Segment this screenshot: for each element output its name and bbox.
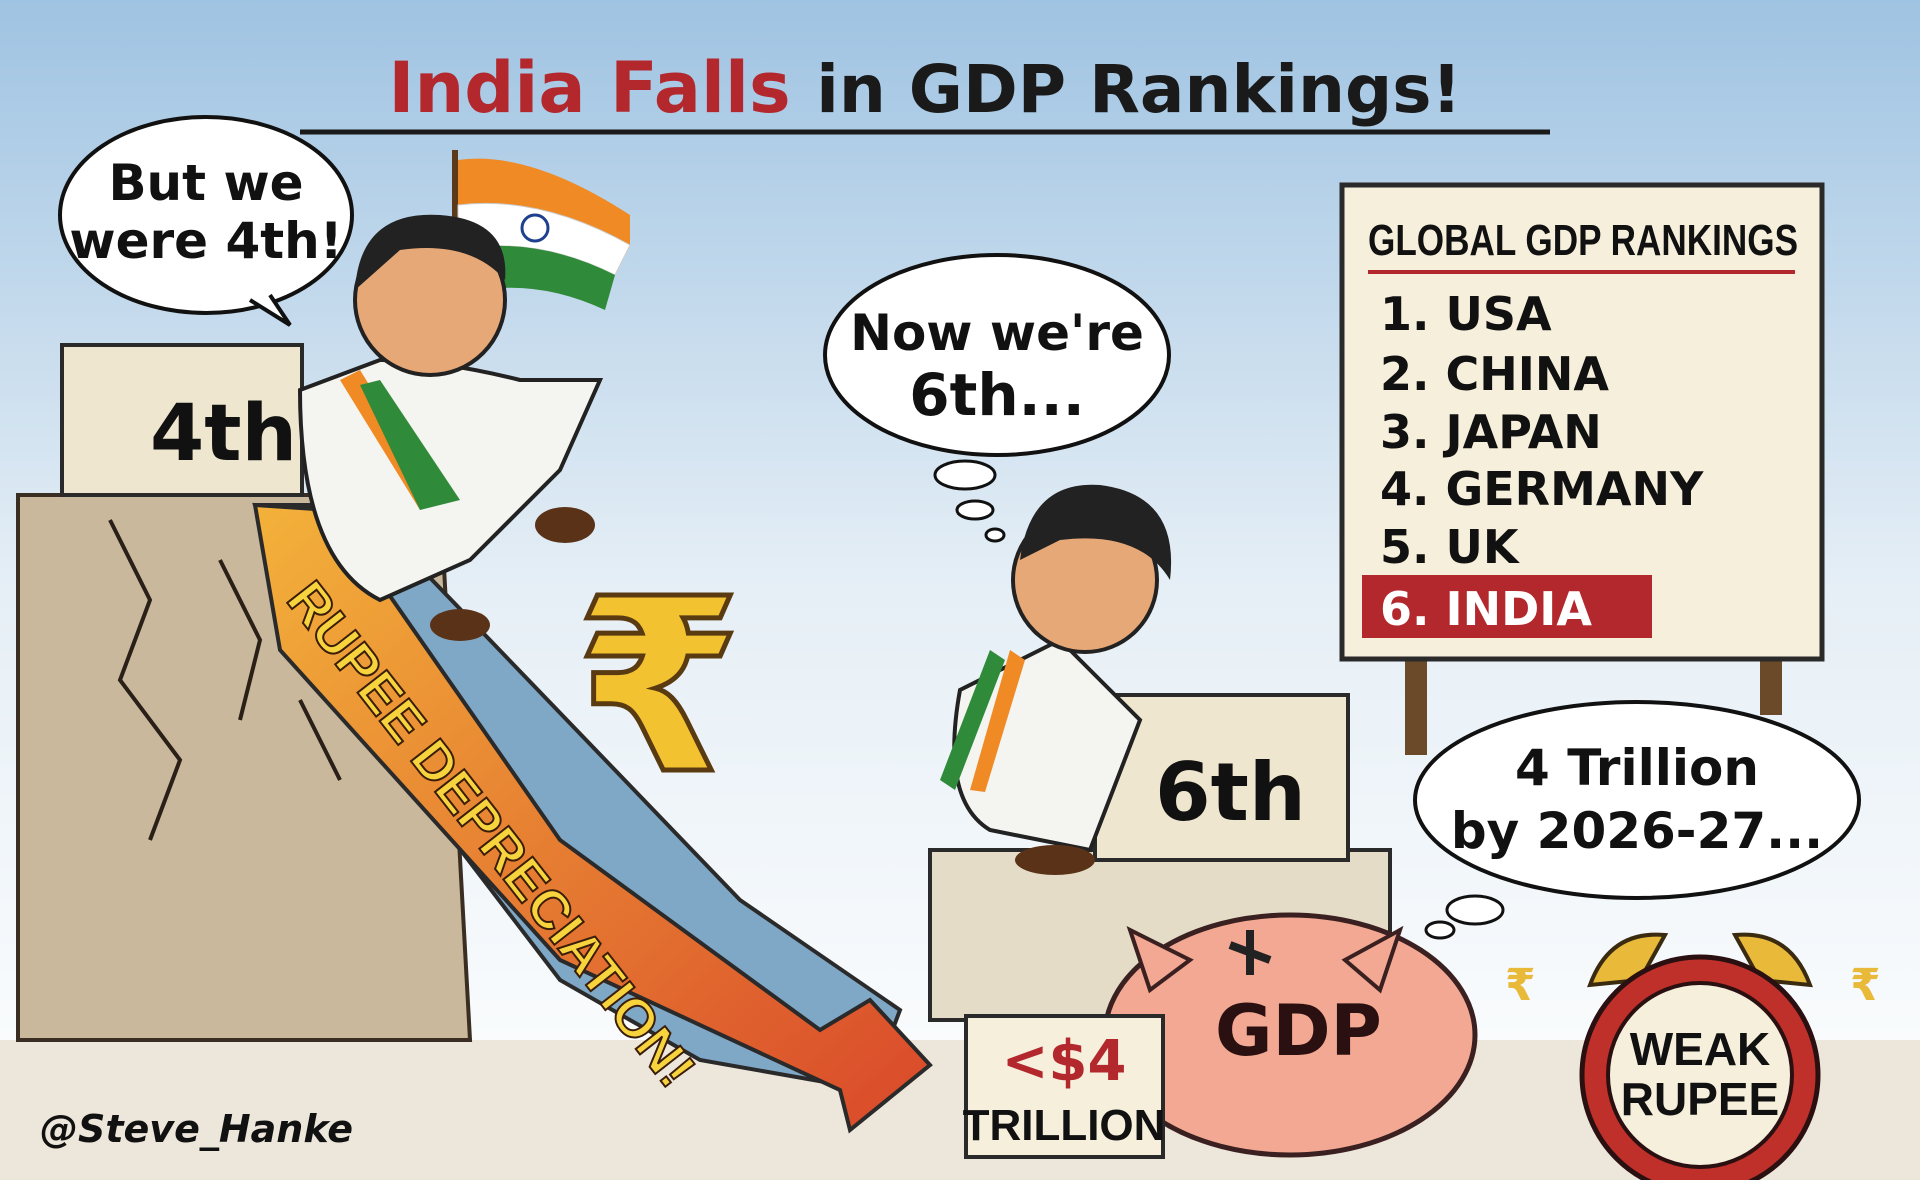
page-title: India Falls in GDP Rankings!: [300, 47, 1550, 135]
svg-text:But we: But we: [108, 154, 303, 212]
svg-text:6th...: 6th...: [909, 361, 1084, 429]
svg-text:Now we're: Now we're: [850, 304, 1144, 362]
rupee-depreciation-slide: RUPEE DEPRECIATION! ₹: [252, 502, 933, 1134]
svg-text:by 2026-27...: by 2026-27...: [1451, 802, 1823, 860]
india-highlight: [1362, 575, 1652, 638]
svg-text:were 4th!: were 4th!: [69, 212, 342, 270]
arrow-banner: [252, 502, 933, 1134]
ranking-item: 5. UK: [1380, 520, 1521, 574]
rankings-board: GLOBAL GDP RANKINGS 1. USA 2. CHINA 3. J…: [1339, 182, 1825, 755]
block-4th: 4th: [60, 343, 304, 497]
rupee-icon: ₹: [1850, 960, 1881, 1011]
ranking-item-india: 6. INDIA: [1380, 582, 1592, 636]
signature: @Steve_Hanke: [40, 1107, 353, 1151]
svg-text:WEAK: WEAK: [1630, 1023, 1771, 1075]
svg-text:4 Trillion: 4 Trillion: [1515, 739, 1759, 797]
thought-bubble-right: 4 Trillion by 2026-27...: [1413, 700, 1861, 940]
ranking-item: 1. USA: [1380, 287, 1552, 341]
title-red-part: India Falls: [388, 47, 790, 129]
piggy-bank-icon: GDP: [1102, 912, 1478, 1158]
speech-bubble-left: But we were 4th!: [58, 115, 354, 327]
ranking-item: 3. JAPAN: [1380, 405, 1602, 459]
svg-text:RUPEE: RUPEE: [1621, 1073, 1779, 1125]
piggy-label: GDP: [1215, 990, 1382, 1072]
alarm-clock-icon: WEAK RUPEE ₹ ₹: [1505, 932, 1881, 1180]
falling-man: [297, 150, 631, 641]
price-tag: <$4 TRILLION: [963, 1014, 1166, 1159]
title-black-part: in GDP Rankings!: [816, 51, 1461, 128]
ranking-list: 1. USA 2. CHINA 3. JAPAN 4. GERMANY 5. U…: [1362, 287, 1704, 638]
cliff-cracks: [108, 519, 342, 841]
svg-text:6th: 6th: [1155, 746, 1306, 839]
rupee-icon: ₹: [575, 547, 742, 827]
board-heading: GLOBAL GDP RANKINGS: [1368, 216, 1798, 265]
thought-bubble-middle: Now we're 6th...: [823, 253, 1171, 543]
rupee-icon: ₹: [1505, 960, 1536, 1011]
ranking-item: 4. GERMANY: [1380, 462, 1704, 516]
sitting-man: [940, 484, 1172, 875]
title-text: India Falls in GDP Rankings!: [388, 47, 1461, 129]
svg-text:TRILLION: TRILLION: [963, 1101, 1166, 1150]
svg-text:4th: 4th: [150, 389, 297, 479]
ranking-item: 2. CHINA: [1380, 347, 1609, 401]
svg-text:<$4: <$4: [1002, 1029, 1127, 1094]
